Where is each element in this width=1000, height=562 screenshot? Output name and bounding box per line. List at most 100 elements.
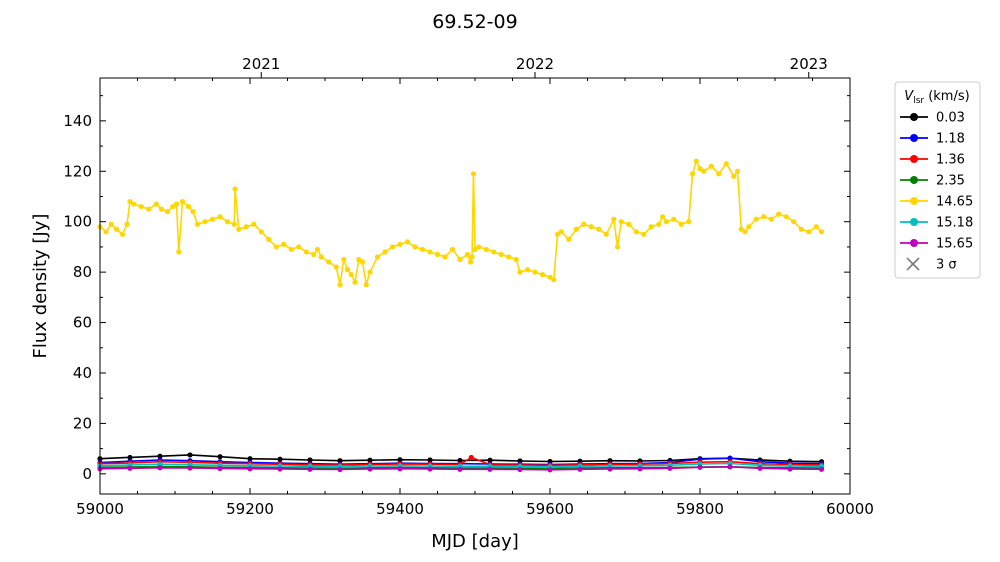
data-point [176,249,182,255]
chart-title: 69.52-09 [432,11,517,33]
data-point [457,466,463,472]
y-tick-label: 80 [73,263,92,281]
data-point [753,216,759,222]
data-point [746,224,752,230]
data-point [708,163,714,169]
data-point [153,201,159,207]
data-point [157,465,163,471]
data-point [734,168,741,174]
data-point [614,244,621,250]
data-point [798,226,804,232]
x-tick-label: 59600 [526,500,574,518]
data-point [232,186,238,192]
data-point [487,457,493,463]
data-point [539,272,546,278]
data-point [231,221,237,227]
legend-label: 1.36 [936,153,965,168]
legend-marker [910,113,918,121]
series-layer [97,158,825,473]
data-point [185,203,192,210]
data-point [127,198,133,205]
data-point [573,226,579,232]
data-point [513,256,519,263]
data-point [686,219,692,225]
data-point [127,454,133,461]
data-point [194,221,201,227]
data-point [170,203,176,210]
data-point [648,224,654,230]
legend-entries: 0.03 1.18 1.36 2.35 14.65 15.18 15.65 3 σ [900,111,973,273]
series-14.65 [97,158,825,288]
legend-entry: 0.03 [900,111,965,126]
data-point [783,214,789,220]
data-point [337,282,343,288]
y-tick-label: 140 [63,112,92,130]
data-point [247,456,253,462]
data-point [596,226,602,232]
data-point [577,466,583,472]
data-point [303,249,309,255]
legend-label: 2.35 [936,174,965,189]
data-point [671,216,677,222]
data-point [307,466,313,472]
data-point [367,269,373,275]
data-point [363,282,369,288]
data-point [277,456,283,462]
top-year-label: 2023 [790,55,828,73]
data-point [517,466,523,473]
x-tick-label: 59200 [226,500,274,518]
data-point [487,466,493,472]
data-point [731,173,737,179]
data-point [697,464,703,470]
data-point [637,466,643,472]
data-point [551,277,557,283]
data-point [202,219,208,225]
data-point [483,246,489,253]
legend-entry: 14.65 [900,195,973,210]
data-point [659,214,666,220]
data-point [389,244,396,250]
legend-entry: 15.65 [900,237,973,252]
x-tick-label: 59800 [676,500,724,518]
data-point [382,249,388,255]
data-point [266,236,272,242]
data-point [217,454,223,460]
data-point [124,221,130,227]
y-tick-label: 0 [82,465,92,483]
data-point [359,259,366,265]
data-point [146,206,152,212]
data-point [607,466,613,472]
data-point [470,171,477,177]
x-tick-label: 59400 [376,500,424,518]
data-point [179,198,186,205]
data-point [506,254,512,260]
top-axis-ticks: 2021 2022 2023 [242,55,828,78]
data-point [678,221,684,227]
data-point [468,454,474,461]
legend-label: 15.18 [936,216,973,231]
data-point [464,251,471,258]
y-axis-ticks: 0 20 40 60 80 100 120 140 [63,95,850,483]
data-point [236,226,242,232]
data-point [558,229,564,235]
data-point [547,274,553,280]
x-axis-label: MJD [day] [431,531,519,552]
data-point [311,251,317,258]
data-point [131,201,137,207]
data-point [532,269,538,275]
legend-marker [910,134,918,142]
data-point [517,269,523,275]
data-point [281,241,287,247]
data-point [273,244,279,250]
data-point [412,244,418,250]
legend-entry: 1.18 [900,132,965,147]
data-point [554,231,561,237]
data-point [689,171,696,177]
data-point [344,267,351,273]
data-point [434,251,441,258]
data-point [157,453,163,459]
data-point [524,267,531,273]
legend-label: 1.18 [936,132,965,147]
legend-label: 3 σ [936,258,957,273]
x-tick-label: 59000 [76,500,124,518]
